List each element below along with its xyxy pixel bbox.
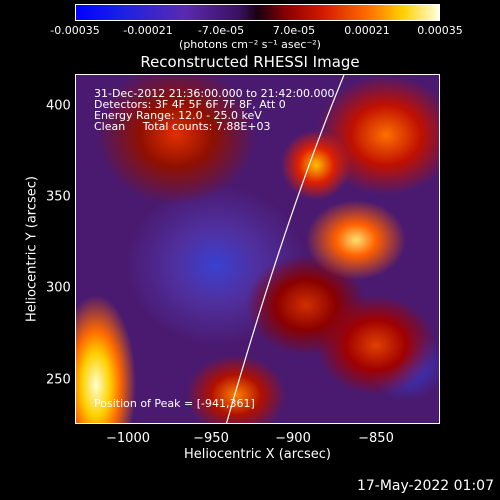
x-tick-label: −1000 bbox=[106, 431, 150, 446]
image-title: Reconstructed RHESSI Image bbox=[140, 53, 360, 71]
colorbar-unit-label: (photons cm⁻² s⁻¹ asec⁻²) bbox=[179, 38, 321, 51]
info-line: Detectors: 3F 4F 5F 6F 7F 8F, Att 0 bbox=[94, 98, 286, 111]
info-line: 31-Dec-2012 21:36:00.000 to 21:42:00.000 bbox=[94, 87, 335, 100]
y-tick-label: 400 bbox=[46, 98, 71, 114]
image-heatmap bbox=[76, 75, 439, 423]
y-tick-label: 250 bbox=[46, 372, 71, 388]
colorbar-tick: 7.0e-05 bbox=[272, 24, 316, 37]
info-line: Clean Total counts: 7.88E+03 bbox=[94, 120, 271, 133]
x-axis-label: Heliocentric X (arcsec) bbox=[184, 447, 331, 462]
colorbar-tick: 0.00021 bbox=[344, 24, 390, 37]
colorbar-tick: -0.00021 bbox=[123, 24, 173, 37]
colorbar-tick: -0.00035 bbox=[50, 24, 100, 37]
colorbar bbox=[75, 4, 440, 21]
x-tick-label: −900 bbox=[275, 431, 311, 446]
peak-position-label: Position of Peak = [-941,361] bbox=[94, 397, 255, 410]
info-line: Energy Range: 12.0 - 25.0 keV bbox=[94, 109, 262, 122]
colorbar-tick: -7.0e-05 bbox=[197, 24, 245, 37]
y-tick-label: 300 bbox=[46, 280, 71, 296]
colorbar-tick: 0.00035 bbox=[417, 24, 463, 37]
y-tick-label: 350 bbox=[46, 189, 71, 205]
limb-curve bbox=[225, 75, 345, 423]
rhessi-image-plot: 31-Dec-2012 21:36:00.000 to 21:42:00.000… bbox=[75, 74, 440, 424]
y-axis-label: Heliocentric Y (arcsec) bbox=[24, 176, 40, 322]
x-tick-label: −850 bbox=[358, 431, 394, 446]
x-tick-label: −950 bbox=[193, 431, 229, 446]
timestamp: 17-May-2022 01:07 bbox=[356, 478, 494, 494]
